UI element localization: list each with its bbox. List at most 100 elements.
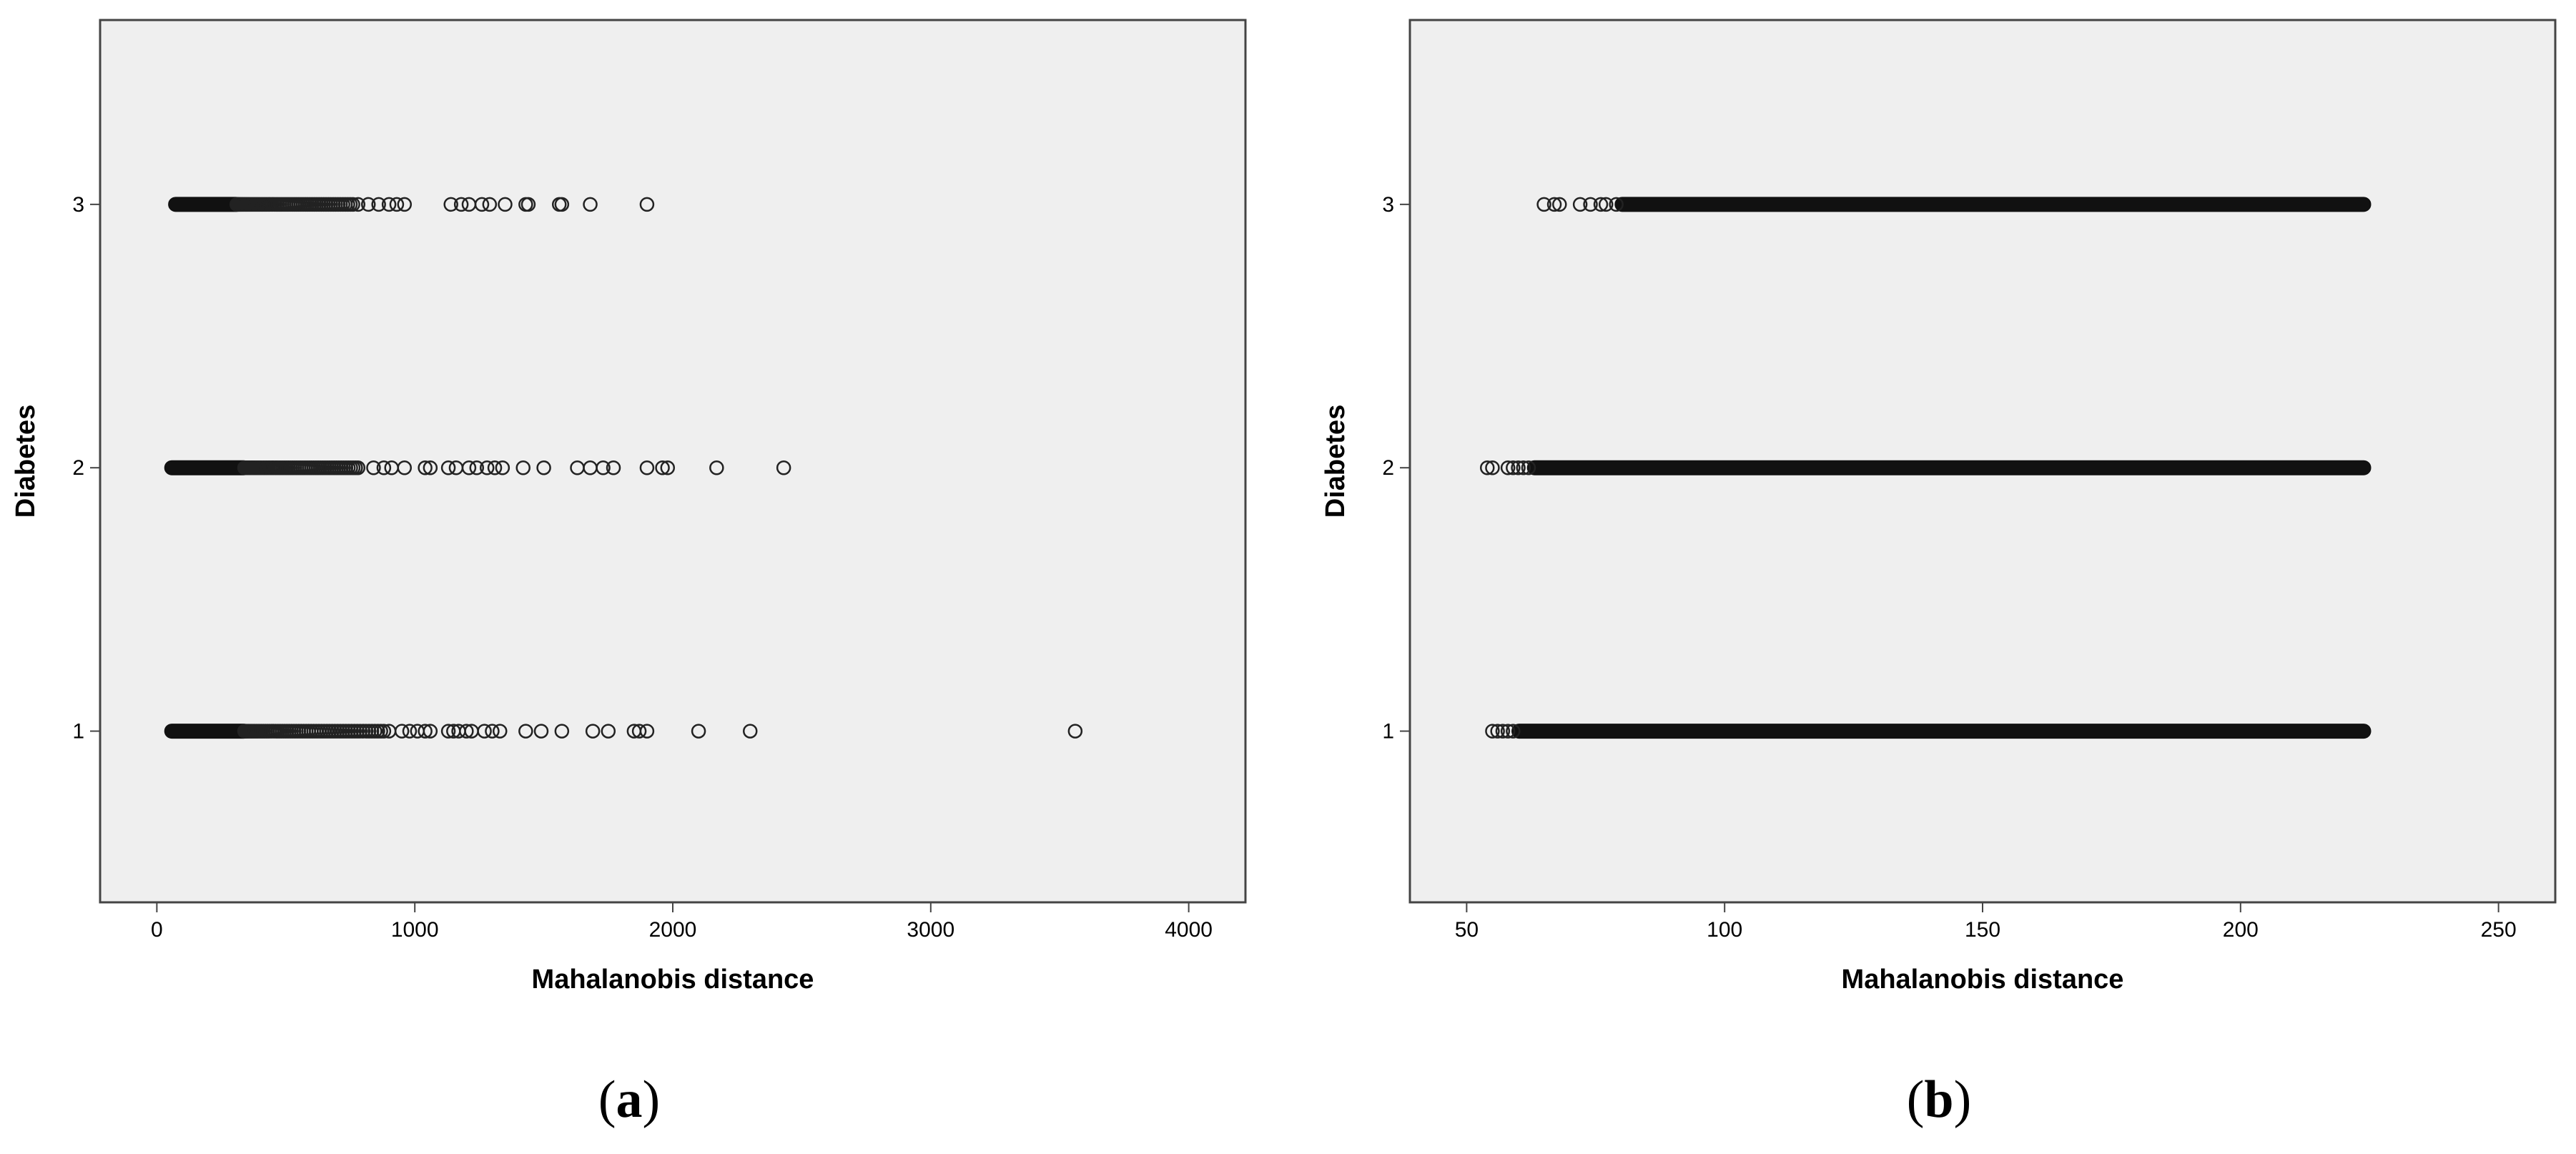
caption-close-paren: ) (1954, 1070, 1972, 1129)
data-point (660, 460, 676, 475)
data-point (639, 724, 655, 739)
data-point (453, 197, 469, 212)
data-point (371, 197, 386, 212)
panel-caption: (b) (1907, 1070, 1971, 1129)
data-point (709, 460, 724, 475)
data-point (1593, 197, 1609, 212)
data-point (1609, 197, 1624, 212)
data-point (742, 724, 758, 739)
caption-open-paren: ( (1907, 1070, 1925, 1129)
point-row-3 (168, 197, 655, 212)
data-point (585, 724, 601, 739)
data-point (1490, 724, 1505, 739)
x-tick-label: 0 (151, 918, 163, 942)
data-point (474, 197, 490, 212)
x-tick-label: 150 (1965, 918, 2000, 942)
point-row-2 (1479, 460, 2372, 475)
data-point (394, 724, 410, 739)
point-row-3 (1536, 197, 2372, 212)
data-point (1500, 460, 1516, 475)
data-point (366, 460, 381, 475)
data-point (601, 724, 616, 739)
y-tick-label: 2 (72, 456, 84, 480)
data-point (482, 197, 498, 212)
dense-point-cluster (1614, 197, 2372, 212)
data-point (350, 197, 366, 212)
y-axis-title: Diabetes (1321, 405, 1351, 518)
y-tick-label: 3 (1382, 193, 1394, 217)
data-point (376, 460, 392, 475)
data-point (469, 460, 485, 475)
data-point (350, 460, 366, 475)
y-tick-label: 1 (1382, 720, 1394, 744)
data-point (423, 724, 438, 739)
data-point (1546, 197, 1562, 212)
data-point (1511, 460, 1526, 475)
x-tick-label: 2000 (649, 918, 697, 942)
x-tick-label: 250 (2481, 918, 2517, 942)
data-point (776, 460, 791, 475)
data-point (477, 724, 492, 739)
data-point (479, 460, 495, 475)
data-point (1500, 724, 1516, 739)
data-point (1536, 197, 1551, 212)
caption-close-paren: ) (643, 1070, 661, 1129)
y-tick-label: 2 (1382, 456, 1394, 480)
data-point (1598, 197, 1614, 212)
x-tick-label: 1000 (391, 918, 439, 942)
data-point (440, 460, 456, 475)
chart-panel-a: 0 1000 2000 3000 4000 1 2 3 Mahalanobis distance… (11, 19, 1247, 1129)
data-point (1485, 460, 1500, 475)
y-axis-title: Diabetes (11, 405, 41, 518)
data-point (485, 724, 500, 739)
data-point (554, 197, 570, 212)
data-point (533, 724, 549, 739)
chart-panel-b: 50 100 150 200 250 1 2 3 Mahalanobis distance Dia… (1321, 19, 2557, 1129)
panel-caption: (a) (598, 1070, 660, 1129)
x-axis-title: Mahalanobis distance (1842, 965, 2124, 995)
data-point (606, 460, 621, 475)
x-tick-label: 50 (1455, 918, 1479, 942)
data-point (1067, 724, 1083, 739)
data-point (418, 460, 433, 475)
data-point (360, 197, 376, 212)
data-point (1495, 724, 1511, 739)
data-point (515, 460, 531, 475)
data-point (397, 460, 413, 475)
data-point (1506, 724, 1521, 739)
scatter-points (1479, 197, 2372, 739)
data-point (1479, 460, 1495, 475)
dense-point-cluster (1526, 460, 2372, 475)
data-point (1516, 460, 1531, 475)
data-point (443, 197, 458, 212)
data-point (518, 724, 533, 739)
caption-letter: a (616, 1070, 643, 1129)
data-point (493, 724, 508, 739)
x-tick-label: 3000 (907, 918, 954, 942)
data-point (554, 724, 570, 739)
data-point (461, 460, 477, 475)
data-point (1521, 460, 1536, 475)
data-point (596, 460, 611, 475)
data-point (487, 460, 503, 475)
x-tick-label: 4000 (1165, 918, 1213, 942)
data-point (1552, 197, 1567, 212)
data-point (655, 460, 670, 475)
data-point (495, 460, 510, 475)
data-point (381, 197, 397, 212)
caption-letter: b (1924, 1070, 1953, 1129)
x-tick-label: 200 (2223, 918, 2259, 942)
data-point (1572, 197, 1588, 212)
data-point (397, 197, 413, 212)
data-point (583, 197, 598, 212)
data-point (345, 197, 360, 212)
data-point (1506, 460, 1521, 475)
y-tick-label: 3 (72, 193, 84, 217)
data-point (418, 724, 433, 739)
data-point (423, 460, 438, 475)
x-tick-label: 100 (1707, 918, 1742, 942)
scatter-points (164, 197, 1083, 739)
data-point (536, 460, 551, 475)
caption-open-paren: ( (598, 1070, 616, 1129)
